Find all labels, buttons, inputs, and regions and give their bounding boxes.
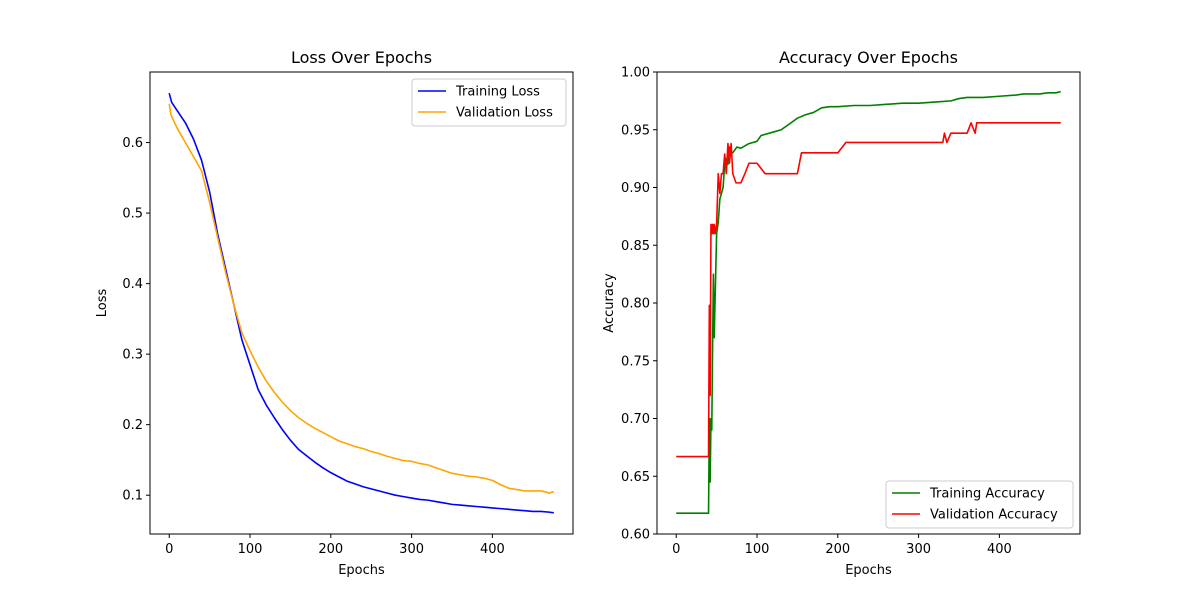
x-axis-label: Epochs — [845, 563, 892, 578]
accuracy-chart: 0 100 200 300 400 0.60 0.65 0.70 0.75 0.80 0.85 0.9… — [602, 48, 1081, 578]
legend-box — [885, 480, 1074, 529]
y-tick-label: 0.5 — [122, 207, 143, 222]
x-tick-label: 0 — [165, 542, 173, 557]
x-tick-label: 300 — [399, 542, 424, 557]
accuracy-chart-title: Accuracy Over Epochs — [779, 48, 958, 67]
loss-chart-title: Loss Over Epochs — [291, 48, 432, 67]
legend-box — [411, 78, 567, 127]
y-tick-label: 0.4 — [122, 277, 143, 292]
legend-label-validation-loss: Validation Loss — [456, 106, 553, 121]
y-tick-label: 0.65 — [621, 470, 650, 485]
x-tick-label: 100 — [745, 542, 770, 557]
x-axis-label: Epochs — [338, 563, 385, 578]
y-tick-label: 0.80 — [621, 297, 650, 312]
loss-axes-frame — [149, 71, 574, 535]
y-axis-label: Loss — [95, 289, 110, 318]
y-axis-label: Accuracy — [602, 273, 617, 333]
x-tick-label: 0 — [672, 542, 680, 557]
x-tick-label: 300 — [906, 542, 931, 557]
y-tick-label: 0.85 — [621, 239, 650, 254]
y-tick-label: 0.3 — [122, 348, 143, 363]
y-tick-label: 0.6 — [122, 136, 143, 151]
series-line-validation-accuracy — [676, 122, 1061, 458]
x-tick-label: 200 — [318, 542, 343, 557]
accuracy-legend: Training Accuracy Validation Accuracy — [885, 480, 1074, 529]
series-line-training-accuracy — [676, 90, 1061, 515]
legend-label-training-loss: Training Loss — [455, 85, 540, 100]
y-tick-label: 1.00 — [621, 66, 650, 81]
x-tick-label: 200 — [825, 542, 850, 557]
y-tick-label: 0.70 — [621, 412, 650, 427]
loss-legend: Training Loss Validation Loss — [411, 78, 567, 127]
y-tick-label: 0.90 — [621, 181, 650, 196]
loss-chart: 0 100 200 300 400 0.1 0.2 0.3 0.4 0.5 0.6 Loss Over… — [95, 48, 574, 578]
legend-label-training-accuracy: Training Accuracy — [929, 487, 1045, 502]
y-tick-label: 0.60 — [621, 528, 650, 543]
y-tick-label: 0.1 — [122, 489, 143, 504]
y-tick-label: 0.75 — [621, 354, 650, 369]
series-line-validation-loss — [168, 103, 554, 494]
legend-label-validation-accuracy: Validation Accuracy — [930, 508, 1058, 523]
y-tick-label: 0.95 — [621, 123, 650, 138]
x-tick-label: 400 — [987, 542, 1012, 557]
x-tick-label: 100 — [238, 542, 263, 557]
x-tick-label: 400 — [480, 542, 505, 557]
y-tick-label: 0.2 — [122, 418, 143, 433]
